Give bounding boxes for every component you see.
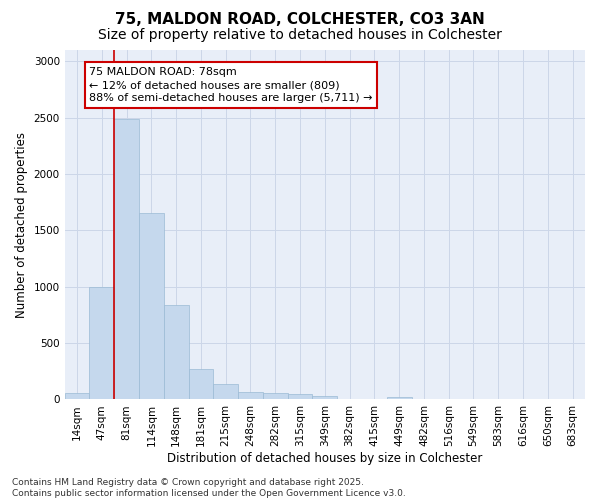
Bar bbox=[287, 394, 313, 400]
Bar bbox=[238, 392, 263, 400]
Bar bbox=[387, 397, 412, 400]
X-axis label: Distribution of detached houses by size in Colchester: Distribution of detached houses by size … bbox=[167, 452, 482, 465]
Bar bbox=[89, 286, 114, 400]
Text: 75 MALDON ROAD: 78sqm
← 12% of detached houses are smaller (809)
88% of semi-det: 75 MALDON ROAD: 78sqm ← 12% of detached … bbox=[89, 67, 373, 104]
Bar bbox=[114, 119, 139, 400]
Bar bbox=[164, 305, 188, 400]
Bar bbox=[263, 394, 287, 400]
Bar bbox=[139, 214, 164, 400]
Text: Contains HM Land Registry data © Crown copyright and database right 2025.
Contai: Contains HM Land Registry data © Crown c… bbox=[12, 478, 406, 498]
Y-axis label: Number of detached properties: Number of detached properties bbox=[15, 132, 28, 318]
Bar bbox=[313, 396, 337, 400]
Bar bbox=[188, 369, 214, 400]
Text: Size of property relative to detached houses in Colchester: Size of property relative to detached ho… bbox=[98, 28, 502, 42]
Text: 75, MALDON ROAD, COLCHESTER, CO3 3AN: 75, MALDON ROAD, COLCHESTER, CO3 3AN bbox=[115, 12, 485, 28]
Bar bbox=[65, 392, 89, 400]
Bar bbox=[214, 384, 238, 400]
